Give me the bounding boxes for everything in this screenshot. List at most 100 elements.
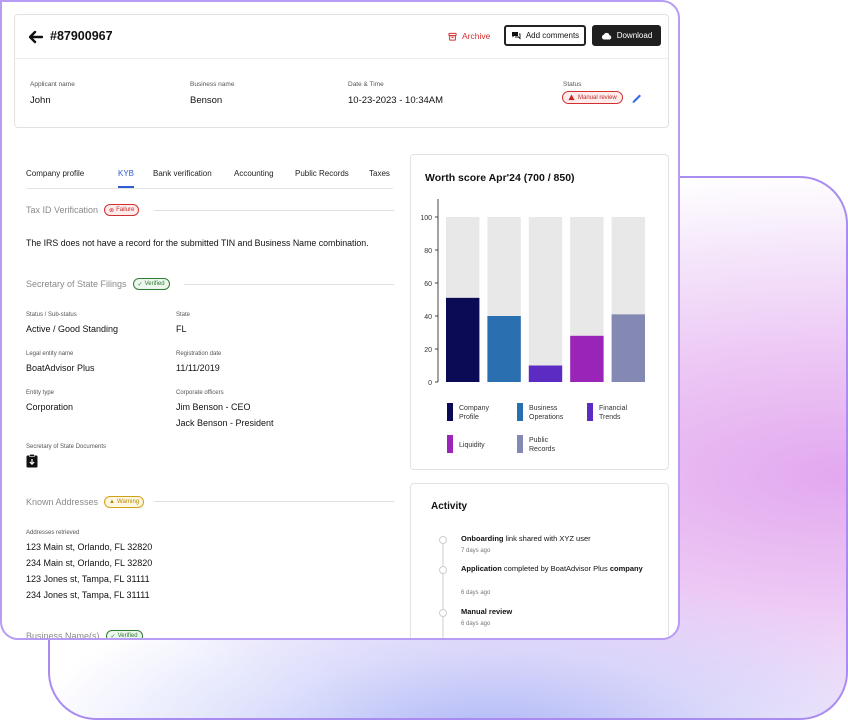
cloud-download-icon: [601, 32, 611, 40]
legend-swatch: [517, 403, 523, 421]
tab-public-records[interactable]: Public Records: [295, 169, 349, 178]
registration-date-label: Registration date: [176, 351, 222, 357]
x-circle-icon: ⊗: [109, 207, 115, 214]
y-tick-label: 40: [424, 314, 432, 321]
business-name-label: Business name: [190, 81, 235, 88]
archive-button[interactable]: Archive: [448, 31, 490, 41]
bar-financial-trends: [528, 365, 563, 382]
activity-item-subject: Onboarding: [461, 534, 504, 543]
add-comments-label: Add comments: [525, 31, 580, 40]
tax-id-section-title: Tax ID Verification ⊗ Failure: [26, 204, 140, 216]
date-time-value: 10-23-2023 - 10:34AM: [348, 95, 444, 106]
download-button[interactable]: Download: [592, 25, 661, 46]
bar-public-records: [611, 314, 645, 382]
tab-taxes[interactable]: Taxes: [369, 169, 390, 178]
verified-badge-label: Verified: [144, 281, 165, 287]
sos-documents-label: Secretary of State Documents: [26, 444, 107, 450]
application-window: #87900967 Archive Add comments: [0, 0, 680, 640]
tax-divider: [154, 210, 394, 211]
business-name-value: Benson: [190, 95, 223, 106]
activity-item-text: details verified by: [495, 639, 557, 640]
tab-company-profile[interactable]: Company profile: [26, 169, 85, 178]
address-item: 123 Main st, Orlando, FL 32820: [26, 542, 153, 552]
tab-bank-verification[interactable]: Bank verification: [153, 169, 212, 178]
date-time-label: Date & Time: [348, 81, 384, 88]
address-item: 234 Main st, Orlando, FL 32820: [26, 558, 153, 568]
legend-label: Liquidity: [459, 442, 485, 449]
verified-badge: ✓ Verified: [105, 630, 143, 640]
verified-badge: ✓ Verified: [132, 278, 170, 290]
activity-item: Application completed by BoatAdvisor Plu…: [461, 564, 651, 575]
legend-swatch: [587, 403, 593, 421]
corporate-officer: Jim Benson - CEO: [176, 402, 251, 412]
status-label: Status: [563, 81, 582, 88]
y-tick-label: 100: [420, 215, 432, 222]
comment-icon: [511, 32, 521, 40]
application-header: #87900967 Archive Add comments: [14, 14, 669, 128]
verified-badge-label: Verified: [117, 633, 138, 639]
status-badge-label: Manual review: [578, 94, 617, 101]
activity-item-time: 7 days ago: [461, 548, 491, 554]
warning-badge-label: Warning: [117, 499, 140, 505]
addresses-title: Known Addresses: [26, 497, 99, 507]
activity-item-time: 6 days ago: [461, 621, 491, 627]
legend-label: Business: [529, 405, 558, 412]
alert-icon: [568, 94, 575, 101]
tab-kyb[interactable]: KYB: [118, 169, 135, 178]
bar-business-operations: [487, 316, 521, 382]
legend-label: Profile: [459, 414, 479, 421]
status-substatus-value: Active / Good Standing: [26, 324, 119, 334]
y-tick-label: 60: [424, 281, 432, 288]
sos-divider: [184, 284, 394, 285]
activity-item-text: link shared with XYZ user: [503, 534, 591, 543]
tab-accounting[interactable]: Accounting: [234, 169, 274, 178]
archive-label: Archive: [462, 31, 491, 41]
edit-pencil-icon[interactable]: [630, 91, 644, 105]
registration-date-value: 11/11/2019: [176, 363, 220, 373]
y-tick-label: 20: [424, 347, 432, 354]
y-tick-label: 80: [424, 248, 432, 255]
warning-badge: ▲ Warning: [104, 496, 145, 508]
check-circle-icon: ✓: [110, 633, 116, 640]
address-item: 234 Jones st, Tampa, FL 31111: [26, 590, 150, 600]
tax-message: The IRS does not have a record for the s…: [26, 238, 369, 248]
applicant-name-value: John: [30, 95, 51, 106]
addresses-section-title: Known Addresses ▲ Warning: [26, 496, 145, 508]
activity-item-text: completed by BoatAdvisor Plus: [501, 564, 610, 573]
addresses-retrieved-label: Addresses retrieved: [26, 530, 80, 536]
corporate-officers-label: Corporate officers: [176, 390, 224, 396]
activity-item-subject: Company: [461, 639, 495, 640]
legend-swatch: [447, 435, 453, 453]
active-tab-indicator: [118, 186, 134, 188]
activity-item-time: 6 days ago: [461, 590, 491, 596]
activity-item-subject: Manual review: [461, 607, 513, 616]
legend-label: Records: [529, 446, 556, 453]
bar-company-profile: [446, 297, 480, 382]
activity-item: Company details verified by Worth Admin: [461, 639, 651, 640]
entity-type-label: Entity type: [26, 390, 55, 396]
back-arrow-icon[interactable]: [29, 30, 43, 44]
state-label: State: [176, 312, 191, 318]
download-label: Download: [616, 31, 653, 40]
activity-item: Onboarding link shared with XYZ user: [461, 534, 651, 545]
activity-title: Activity: [431, 501, 468, 512]
status-badge: Manual review: [562, 91, 623, 104]
legend-label: Trends: [599, 414, 621, 421]
application-id: #87900967: [50, 29, 113, 43]
state-value: FL: [176, 324, 187, 334]
address-item: 123 Jones st, Tampa, FL 31111: [26, 574, 150, 584]
legend-label: Company: [459, 405, 489, 412]
activity-item-actor: company: [609, 564, 643, 573]
tax-id-title: Tax ID Verification: [26, 205, 99, 215]
legal-entity-label: Legal entity name: [26, 351, 74, 357]
sos-title: Secretary of State Filings: [26, 279, 127, 289]
legal-entity-value: BoatAdvisor Plus: [26, 363, 95, 373]
status-substatus-label: Status / Sub-status: [26, 312, 77, 318]
legend-label: Financial: [599, 405, 627, 412]
business-names-section-title: Business Name(s) ✓ Verified: [26, 630, 143, 640]
timeline-dot: [439, 536, 447, 544]
worth-score-card: Worth score Apr'24 (700 / 850) 0 20 40 60 80…: [410, 154, 669, 470]
add-comments-button[interactable]: Add comments: [504, 25, 586, 46]
clipboard-download-icon[interactable]: [26, 454, 38, 468]
failure-badge-label: Failure: [116, 207, 135, 213]
